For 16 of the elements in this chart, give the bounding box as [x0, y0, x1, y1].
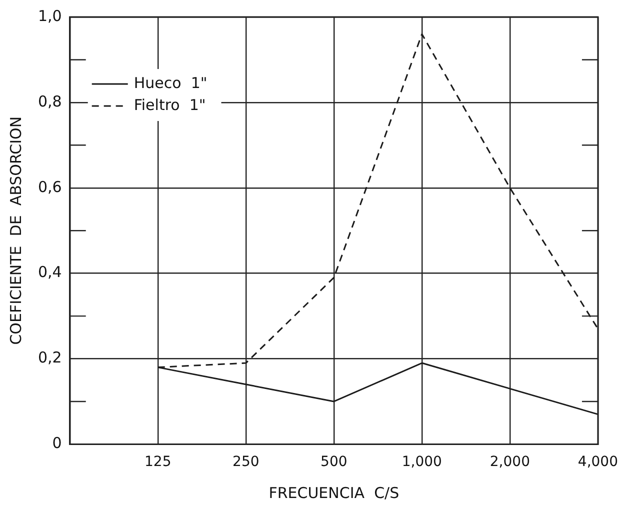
x-tick-label: 4,000	[578, 454, 618, 470]
legend-label: Hueco 1"	[134, 74, 208, 92]
x-tick-label: 500	[320, 454, 348, 470]
y-tick-label: 1,0	[38, 6, 62, 25]
x-axis-title: FRECUENCIA C/S	[268, 484, 400, 502]
legend-label: Fieltro 1"	[134, 96, 206, 114]
y-axis-title: COEFICIENTE DE ABSORCION	[6, 116, 25, 345]
y-tick-label: 0,6	[38, 178, 62, 196]
y-tick-label: 0,4	[38, 263, 62, 282]
y-tick-label: 0,8	[38, 92, 62, 110]
x-tick-label: 1,000	[402, 454, 442, 470]
x-tick-label: 125	[144, 454, 172, 470]
x-tick-label: 2,000	[490, 454, 530, 470]
x-tick-label: 250	[232, 454, 260, 470]
y-tick-label: 0,2	[38, 348, 62, 367]
y-tick-label: 0	[52, 434, 62, 452]
